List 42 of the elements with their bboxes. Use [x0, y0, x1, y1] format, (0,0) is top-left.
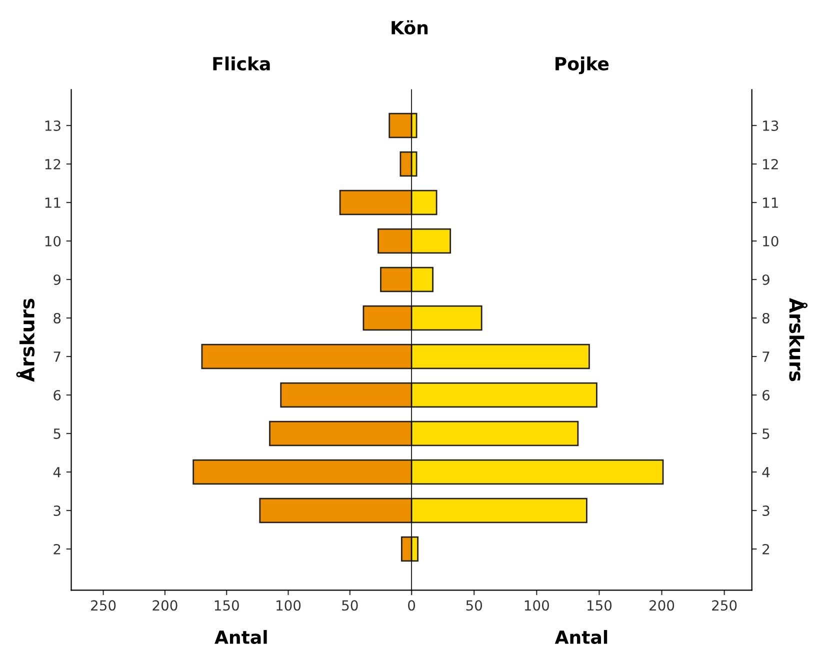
y-tick-label: 5 — [54, 428, 60, 439]
x-tick-label: 200 — [650, 600, 674, 611]
y-tick-label: 6 — [762, 390, 770, 400]
chart-title: Flicka — [213, 56, 270, 71]
y-tick-label: 9 — [54, 274, 61, 285]
y-tick-label: 12 — [763, 158, 778, 170]
x-tick-label: 200 — [152, 600, 178, 611]
text: Kön — [392, 20, 428, 34]
y-axis-title: Årskurs — [16, 298, 35, 382]
x-axis-title: Antal — [554, 630, 608, 644]
x-tick-label: 150 — [587, 600, 612, 611]
y-tick-label: 11 — [763, 198, 778, 208]
x-tick-label: 150 — [214, 600, 239, 611]
x-axis-title: Antal — [214, 630, 267, 644]
y-tick-label: 9 — [762, 274, 770, 285]
y-tick-label: 12 — [45, 158, 60, 170]
chart-title: Pojke — [556, 56, 609, 74]
y-tick-label: 2 — [762, 544, 770, 554]
y-tick-label: 6 — [54, 390, 61, 400]
y-tick-label: 7 — [54, 352, 60, 362]
y-tick-label: 3 — [762, 505, 770, 516]
y-tick-label: 10 — [45, 236, 61, 246]
y-tick-label: 13 — [45, 120, 60, 131]
y-tick-label: 2 — [54, 544, 60, 554]
y-tick-label: 4 — [762, 467, 770, 478]
y-tick-label: 4 — [53, 467, 61, 478]
x-tick-label: 250 — [712, 600, 737, 611]
y-tick-label: 13 — [763, 120, 778, 131]
y-tick-label: 5 — [762, 428, 770, 439]
x-tick-label: 250 — [91, 600, 116, 611]
x-tick-label: 100 — [524, 600, 549, 611]
y-tick-label: 8 — [762, 312, 770, 324]
y-tick-label: 11 — [45, 198, 60, 208]
y-tick-label: 8 — [54, 312, 61, 324]
y-tick-label: 10 — [763, 236, 778, 246]
x-tick-label: 50 — [466, 600, 482, 611]
x-tick-label: 0 — [408, 600, 416, 611]
y-tick-label: 3 — [54, 505, 60, 516]
x-tick-label: 50 — [342, 600, 358, 611]
y-tick-label: 7 — [762, 352, 770, 362]
y2-axis-title: Årskurs — [789, 298, 808, 382]
x-tick-label: 100 — [276, 600, 301, 611]
